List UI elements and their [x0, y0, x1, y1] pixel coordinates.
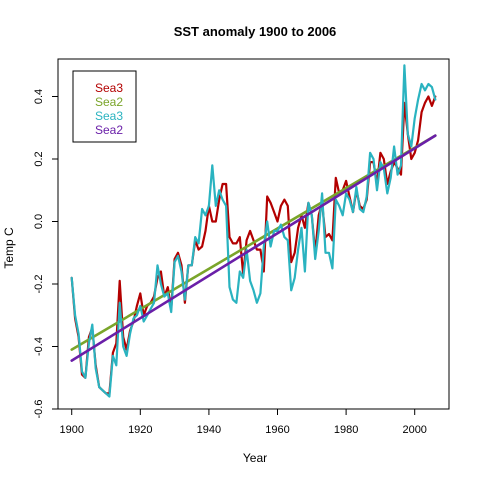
legend-entry-sea2: Sea2: [95, 123, 123, 137]
x-tick-label: 1980: [334, 424, 358, 436]
x-tick-label: 1940: [197, 424, 221, 436]
x-tick-label: 1920: [128, 424, 152, 436]
series-sea2-trend-line: [70, 134, 437, 362]
plot-area: [57, 58, 450, 410]
x-tick-label: 1900: [59, 424, 83, 436]
y-tick-label: 0.4: [33, 89, 45, 104]
chart-title: SST anomaly 1900 to 2006: [174, 24, 337, 39]
legend-entry-sea3: Sea3: [95, 81, 123, 95]
y-tick-label: -0.2: [33, 275, 45, 294]
y-tick-label: -0.6: [33, 400, 45, 419]
legend-box: [72, 70, 137, 143]
y-axis-label: Temp C: [2, 227, 16, 269]
y-axis: -0.6 -0.4 -0.2 0.0 0.2 0.4: [33, 89, 59, 419]
x-tick-label: 2000: [402, 424, 426, 436]
x-axis-label: Year: [243, 451, 267, 465]
x-tick-label: 1960: [265, 424, 289, 436]
y-tick-label: 0.0: [33, 214, 45, 229]
x-axis: 1900 1920 1940 1960 1980 2000: [59, 408, 427, 436]
legend-entry-sea3: Sea3: [95, 109, 123, 123]
y-tick-label: 0.2: [33, 151, 45, 166]
y-tick-label: -0.4: [33, 337, 45, 356]
legend-entry-sea2: Sea2: [95, 95, 123, 109]
